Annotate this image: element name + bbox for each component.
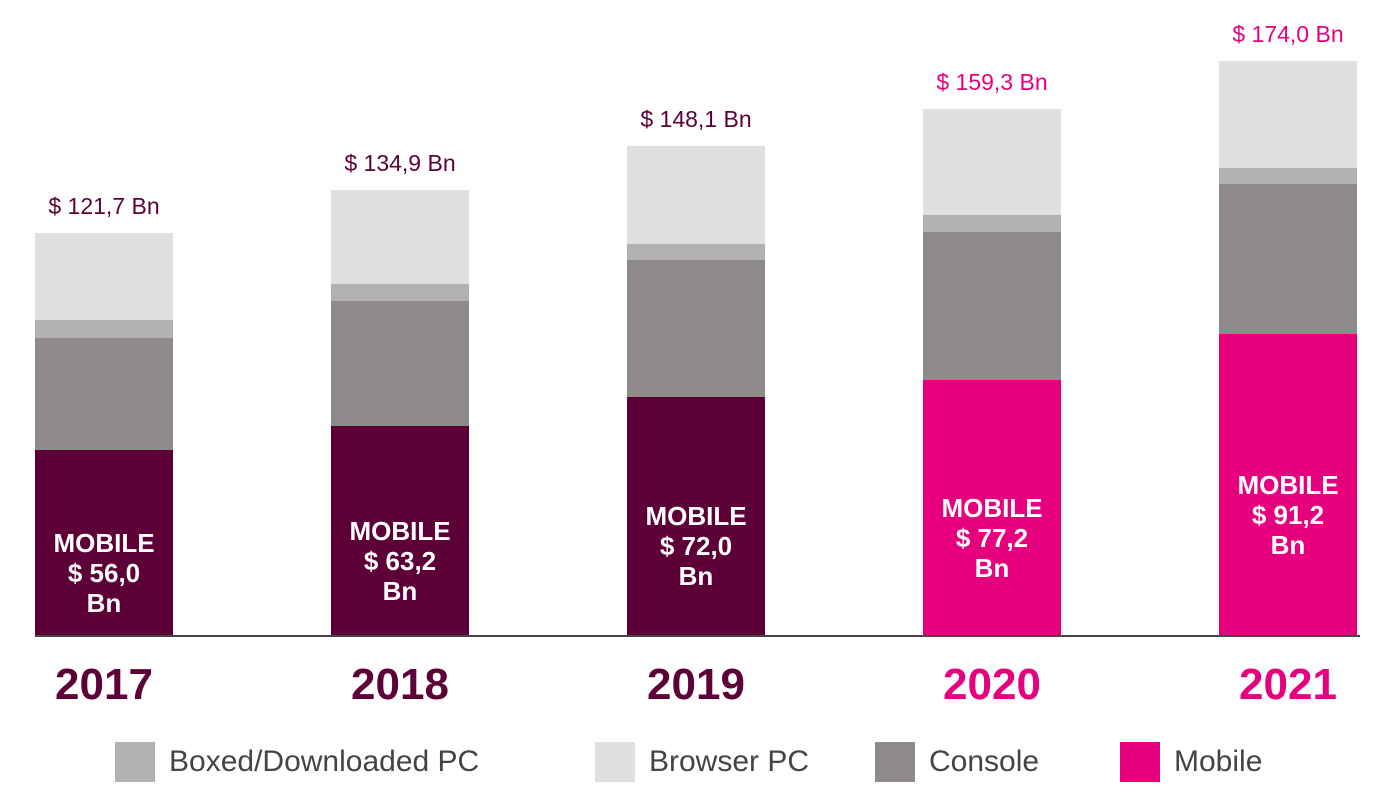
bar-segment — [331, 283, 469, 302]
legend-swatch — [115, 742, 155, 782]
bar-segment — [627, 146, 765, 244]
bar-segment — [1219, 168, 1357, 184]
bar-segment — [331, 426, 469, 635]
legend-label: Console — [929, 745, 1040, 778]
mobile-label: MOBILE $ 56,0 Bn — [53, 527, 155, 618]
bar-segment — [627, 243, 765, 261]
legend-label: Boxed/Downloaded PC — [169, 745, 480, 778]
bar-segment — [35, 233, 173, 320]
legend-swatch — [875, 742, 915, 782]
bar-segment — [331, 189, 469, 284]
total-label: $ 134,9 Bn — [344, 149, 456, 176]
total-label: $ 174,0 Bn — [1232, 20, 1344, 47]
mobile-label: MOBILE $ 72,0 Bn — [645, 501, 747, 592]
bar-segment — [1219, 334, 1357, 635]
bar-segment — [627, 260, 765, 398]
bar-segment — [1219, 60, 1357, 169]
x-tick-label: 2020 — [943, 660, 1041, 709]
bar-segment — [923, 380, 1061, 635]
bar-segment — [35, 319, 173, 339]
x-tick-label: 2017 — [55, 660, 153, 709]
legend-swatch — [595, 742, 635, 782]
bar-segment — [35, 338, 173, 451]
total-label: $ 148,1 Bn — [640, 106, 752, 133]
mobile-label: MOBILE $ 63,2 Bn — [349, 515, 451, 606]
legend-label: Browser PC — [649, 745, 810, 778]
bar-segment — [923, 215, 1061, 233]
mobile-label: MOBILE $ 77,2 Bn — [941, 492, 1043, 583]
bar-segment — [1219, 183, 1357, 335]
bar-segment — [923, 232, 1061, 381]
bar-segment — [35, 450, 173, 635]
bar-segment — [331, 301, 469, 427]
mobile-label: MOBILE $ 91,2 Bn — [1237, 469, 1339, 560]
legend-swatch — [1120, 742, 1160, 782]
x-tick-label: 2021 — [1239, 660, 1337, 709]
x-tick-label: 2018 — [351, 660, 449, 709]
bar-segment — [923, 109, 1061, 216]
total-label: $ 121,7 Bn — [48, 193, 160, 220]
legend-label: Mobile — [1174, 745, 1263, 778]
bar-segment — [627, 397, 765, 635]
total-label: $ 159,3 Bn — [936, 69, 1048, 96]
x-tick-label: 2019 — [647, 660, 745, 709]
baseline — [35, 635, 1360, 637]
